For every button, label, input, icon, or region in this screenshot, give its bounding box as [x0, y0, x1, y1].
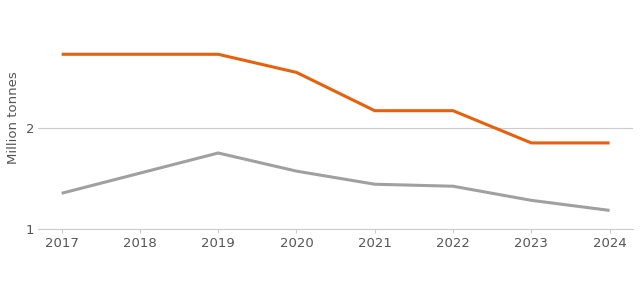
Production	[605, 209, 613, 212]
Capacity	[449, 109, 457, 113]
Capacity	[605, 141, 613, 145]
Production	[136, 171, 144, 175]
Capacity	[136, 52, 144, 56]
Y-axis label: Million tonnes: Million tonnes	[7, 71, 20, 164]
Line: Capacity: Capacity	[61, 54, 609, 143]
Capacity	[292, 71, 300, 74]
Production	[292, 169, 300, 173]
Capacity	[214, 52, 222, 56]
Capacity	[527, 141, 535, 145]
Production	[371, 183, 379, 186]
Production	[214, 151, 222, 155]
Production	[449, 185, 457, 188]
Capacity	[371, 109, 379, 113]
Production	[527, 199, 535, 202]
Production	[58, 192, 65, 195]
Capacity	[58, 52, 65, 56]
Line: Production: Production	[61, 153, 609, 210]
